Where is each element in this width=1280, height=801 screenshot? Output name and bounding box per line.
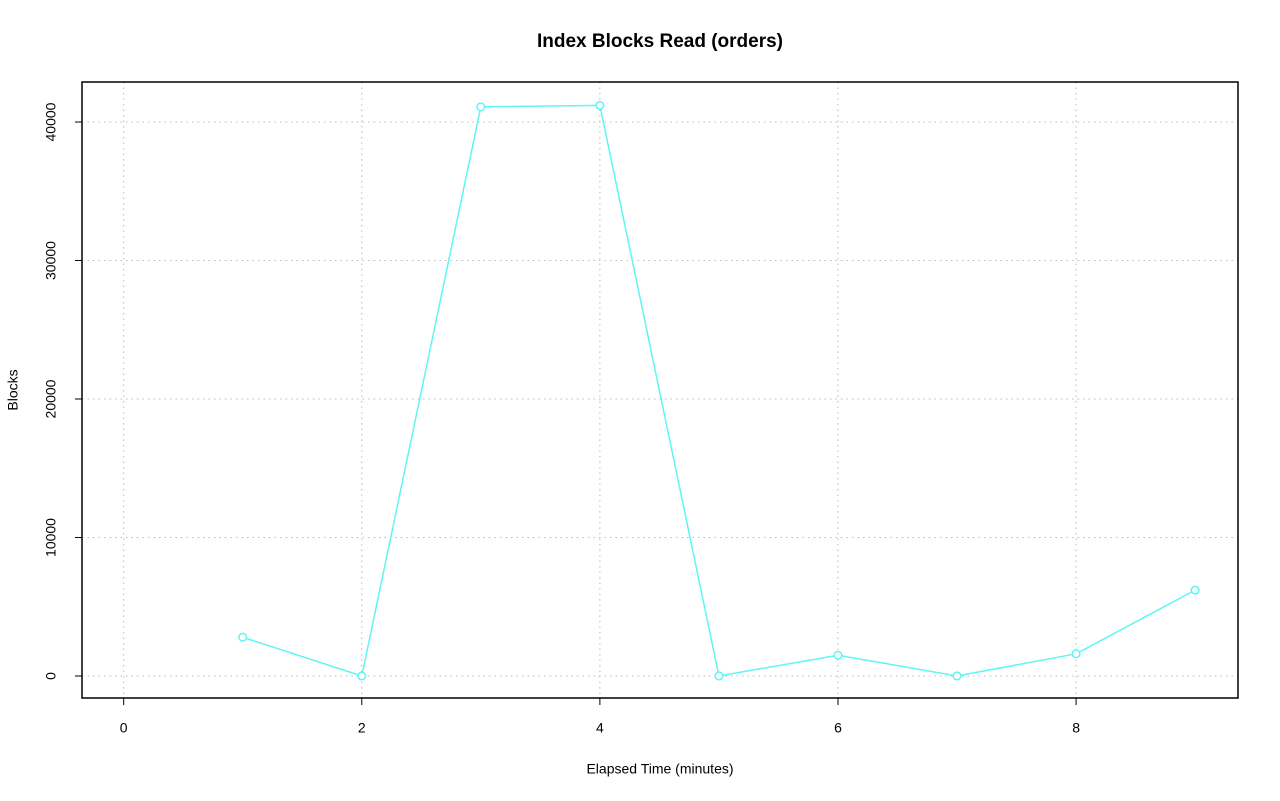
chart-title: Index Blocks Read (orders) xyxy=(537,31,783,52)
x-tick-label: 6 xyxy=(834,720,842,736)
data-point xyxy=(714,671,724,681)
y-tick-label: 10000 xyxy=(43,518,59,557)
data-line xyxy=(242,104,1196,677)
data-point xyxy=(833,650,843,660)
data-point xyxy=(952,671,962,681)
data-point xyxy=(1190,585,1200,595)
x-axis-label: Elapsed Time (minutes) xyxy=(586,761,733,777)
x-tick-label: 8 xyxy=(1072,720,1080,736)
y-tick-label: 20000 xyxy=(43,379,59,418)
y-tick-label: 40000 xyxy=(43,102,59,141)
data-point xyxy=(1071,649,1081,659)
data-point xyxy=(476,102,486,112)
data-point xyxy=(357,671,367,681)
y-tick-label: 0 xyxy=(43,672,59,680)
data-point xyxy=(238,632,248,642)
y-tick-label: 30000 xyxy=(43,241,59,280)
x-tick-label: 2 xyxy=(358,720,366,736)
data-point xyxy=(595,100,605,110)
x-tick-label: 0 xyxy=(120,720,128,736)
plot-frame xyxy=(81,81,1239,699)
x-tick-label: 4 xyxy=(596,720,604,736)
y-axis-label: Blocks xyxy=(5,369,21,410)
